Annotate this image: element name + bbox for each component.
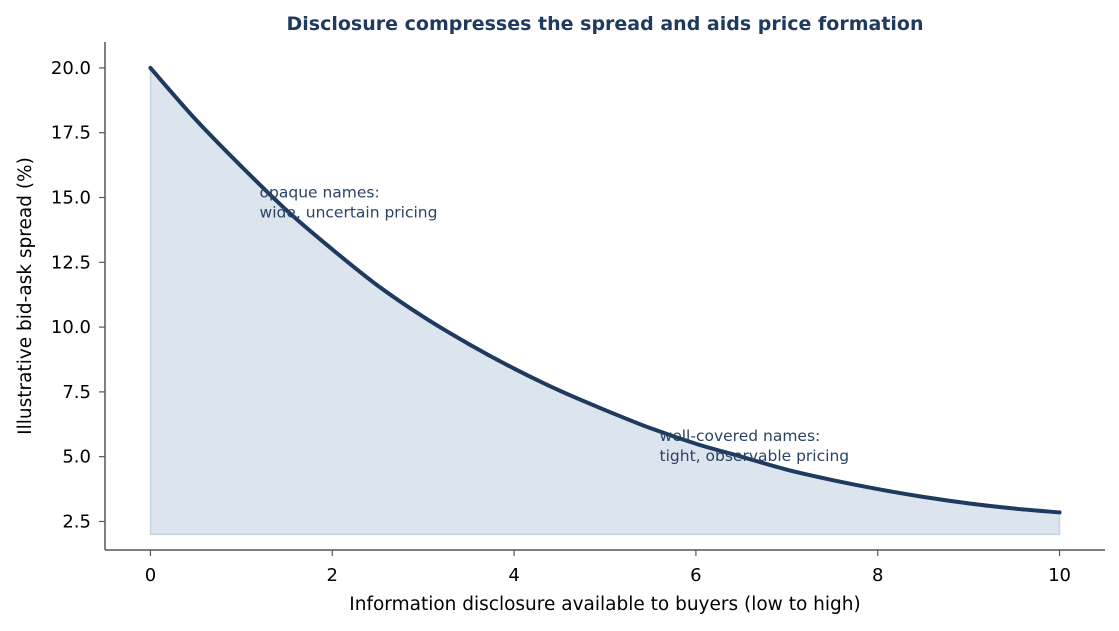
x-axis-label: Information disclosure available to buye… (349, 594, 860, 615)
x-tick-label: 10 (1048, 565, 1071, 586)
annotation-2: well-covered names: tight, observable pri… (660, 427, 850, 465)
y-tick-label: 10.0 (51, 317, 91, 338)
annotations: opaque names: wide, uncertain pricing well… (260, 184, 850, 466)
chart-title: Disclosure compresses the spread and aid… (287, 13, 924, 35)
y-tick-label: 17.5 (51, 123, 91, 144)
spread-area-fill (149, 65, 1061, 536)
x-tick-label: 8 (872, 565, 883, 586)
x-tick-label: 2 (327, 565, 338, 586)
annotation-line: tight, observable pricing (660, 447, 850, 465)
annotation-line: well-covered names: (660, 427, 821, 445)
annotation-1: opaque names: wide, uncertain pricing (260, 184, 438, 222)
x-axis-ticks: 0 2 4 6 8 10 (145, 550, 1071, 586)
y-axis-ticks: 2.5 5.0 7.5 10.0 12.5 15.0 17.5 20.0 (51, 58, 105, 532)
y-tick-label: 5.0 (62, 447, 91, 468)
x-tick-label: 4 (508, 565, 519, 586)
y-tick-label: 15.0 (51, 188, 91, 209)
annotation-line: wide, uncertain pricing (260, 204, 438, 222)
x-tick-label: 6 (690, 565, 701, 586)
y-tick-label: 20.0 (51, 58, 91, 79)
y-tick-label: 2.5 (62, 511, 91, 532)
spread-curve-line (148, 65, 1062, 515)
y-tick-label: 12.5 (51, 252, 91, 273)
y-axis-label: Illustrative bid-ask spread (%) (15, 157, 36, 435)
x-tick-label: 0 (145, 565, 156, 586)
annotation-line: opaque names: (260, 184, 380, 202)
y-tick-label: 7.5 (62, 382, 91, 403)
